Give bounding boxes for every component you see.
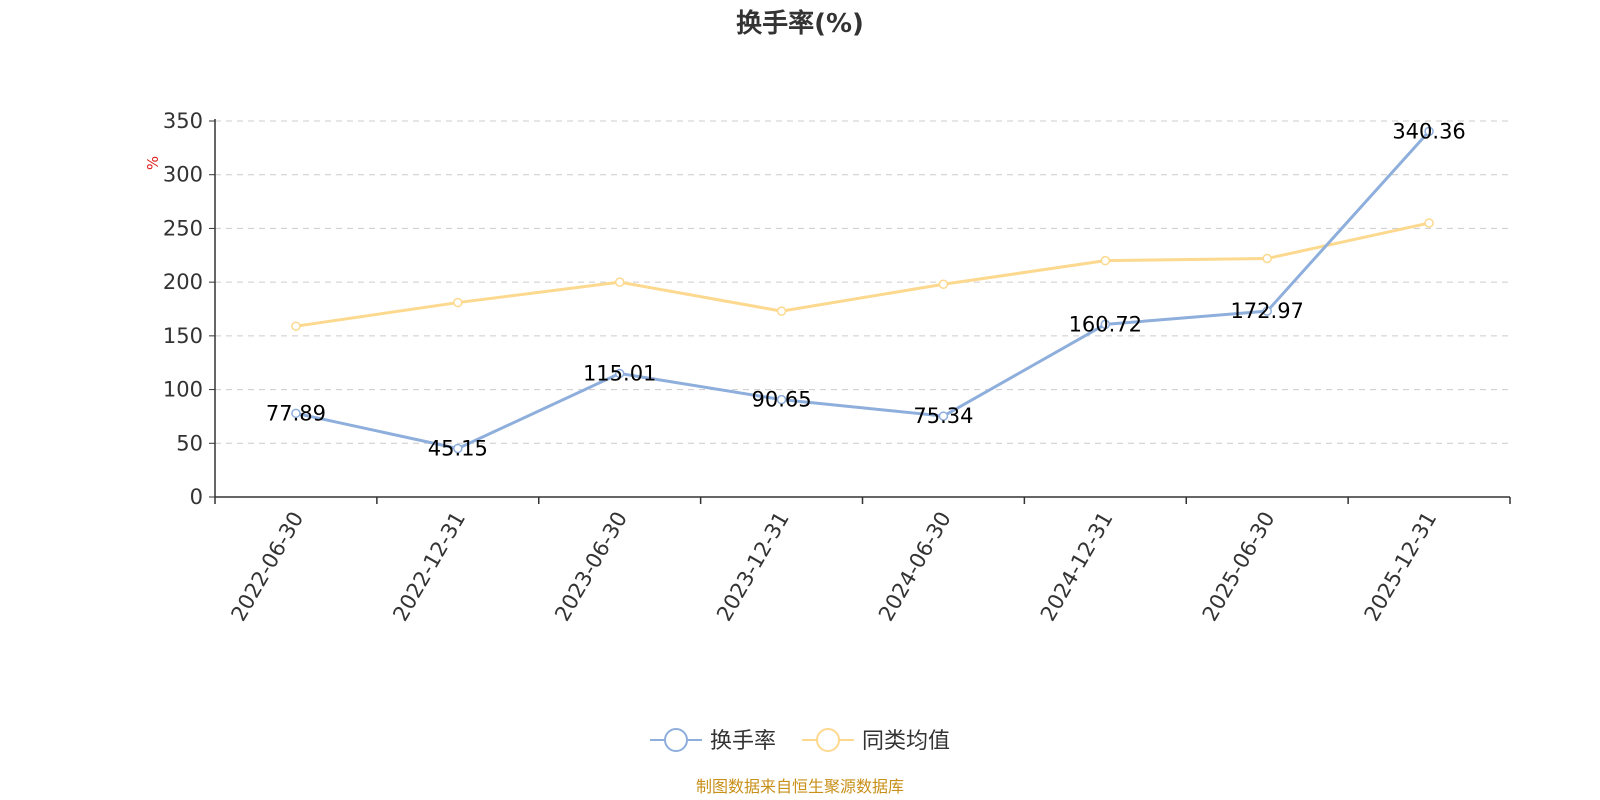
y-tick-label: 300 [163, 163, 203, 187]
x-tick-label: 2023-12-31 [712, 508, 794, 626]
data-label: 115.01 [583, 361, 656, 385]
series-line-1 [295, 221, 1430, 328]
chart-title: 换手率(%) [736, 8, 864, 39]
series-point [453, 443, 463, 454]
series-point [776, 394, 787, 405]
y-tick-label: 150 [163, 324, 203, 348]
data-label: 172.97 [1230, 299, 1303, 323]
legend: 换手率 同类均值 [650, 728, 950, 754]
series [291, 126, 1434, 454]
data-label: 75.34 [913, 404, 973, 428]
data-label: 77.89 [266, 401, 326, 425]
series-point [291, 321, 301, 331]
data-label: 90.65 [752, 388, 812, 412]
grid-lines [215, 120, 1510, 444]
y-tick-label: 350 [163, 109, 203, 133]
series-point [1424, 126, 1434, 137]
legend-marker-1 [816, 728, 840, 752]
legend-marker-0 [664, 728, 688, 752]
y-tick-label: 200 [163, 270, 203, 294]
series-point [1424, 218, 1434, 228]
y-axis-unit: % [144, 156, 162, 170]
y-tick-label: 0 [190, 485, 203, 509]
legend-label-0: 换手率 [710, 729, 776, 754]
series-point [614, 277, 625, 287]
x-tick-label: 2022-06-30 [226, 508, 308, 626]
series-point [776, 306, 787, 316]
x-tick-label: 2025-12-31 [1360, 508, 1442, 626]
y-tick-label: 100 [163, 378, 203, 402]
legend-label-1: 同类均值 [862, 729, 950, 754]
series-point [614, 368, 625, 379]
series-point [938, 279, 949, 290]
source-note: 制图数据来自恒生聚源数据库 [696, 777, 904, 796]
series-line-0 [295, 130, 1431, 450]
series-point [1262, 306, 1272, 316]
x-tick-label: 2025-06-30 [1198, 508, 1280, 626]
series-point [1100, 319, 1111, 330]
data-label: 160.72 [1069, 312, 1142, 336]
x-tick-label: 2022-12-31 [388, 508, 470, 626]
series-point [291, 408, 301, 419]
y-tick-label: 250 [163, 216, 203, 240]
y-tick-label: 50 [176, 431, 203, 455]
series-point [938, 411, 949, 421]
series-point [1262, 253, 1272, 264]
data-label: 340.36 [1392, 119, 1465, 143]
axes: 0 50 100 150 200 250 300 350 2022-06-30 2022-12-3… [163, 109, 1511, 626]
x-tick-label: 2023-06-30 [550, 508, 632, 626]
data-label: 45.15 [428, 436, 488, 460]
x-tick-label: 2024-12-31 [1036, 508, 1118, 626]
series-point [1100, 255, 1111, 266]
data-labels: 77.89 45.15 115.01 90.65 75.34 160.72 172.97 34… [266, 119, 1466, 460]
series-point [453, 297, 463, 308]
x-tick-label: 2024-06-30 [874, 508, 956, 626]
